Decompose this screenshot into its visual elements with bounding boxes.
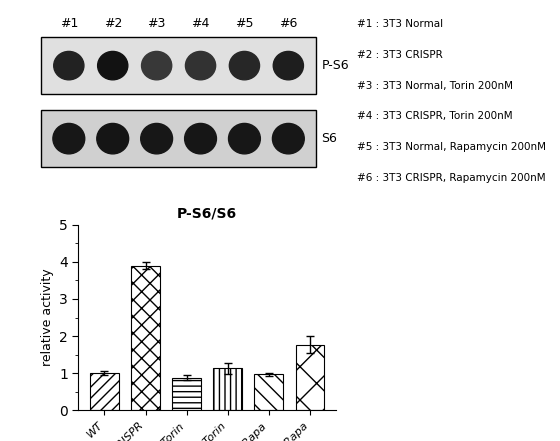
Bar: [296, 344, 324, 410]
Text: P-S6: P-S6: [321, 59, 349, 72]
Ellipse shape: [185, 52, 216, 80]
Text: #6: #6: [279, 17, 297, 30]
Ellipse shape: [141, 123, 172, 154]
Bar: [131, 265, 160, 410]
Text: #4 : 3T3 CRISPR, Torin 200nM: #4 : 3T3 CRISPR, Torin 200nM: [357, 112, 512, 121]
Ellipse shape: [97, 123, 129, 154]
Ellipse shape: [97, 52, 128, 80]
Title: P-S6/S6: P-S6/S6: [177, 207, 237, 221]
Bar: [254, 374, 283, 410]
Text: #2: #2: [104, 17, 122, 30]
Text: #2 : 3T3 CRISPR: #2 : 3T3 CRISPR: [357, 50, 443, 60]
Ellipse shape: [228, 123, 260, 154]
Ellipse shape: [53, 123, 85, 154]
Text: #5: #5: [235, 17, 254, 30]
Y-axis label: relative activity: relative activity: [40, 269, 54, 366]
Text: #3 : 3T3 Normal, Torin 200nM: #3 : 3T3 Normal, Torin 200nM: [357, 81, 513, 91]
Ellipse shape: [230, 52, 259, 80]
Bar: [172, 377, 201, 410]
Ellipse shape: [273, 52, 304, 80]
Ellipse shape: [142, 52, 172, 80]
Text: #6 : 3T3 CRISPR, Rapamycin 200nM: #6 : 3T3 CRISPR, Rapamycin 200nM: [357, 173, 545, 183]
Text: #1 : 3T3 Normal: #1 : 3T3 Normal: [357, 19, 443, 29]
Ellipse shape: [54, 52, 84, 80]
Text: #4: #4: [192, 17, 210, 30]
Text: #3: #3: [147, 17, 166, 30]
Text: S6: S6: [321, 132, 337, 145]
Ellipse shape: [185, 123, 217, 154]
Text: #5 : 3T3 Normal, Rapamycin 200nM: #5 : 3T3 Normal, Rapamycin 200nM: [357, 142, 546, 152]
Ellipse shape: [272, 123, 304, 154]
Bar: [41, 37, 316, 94]
Bar: [41, 110, 316, 167]
Bar: [90, 373, 119, 410]
Bar: [213, 368, 242, 410]
Text: #1: #1: [59, 17, 78, 30]
